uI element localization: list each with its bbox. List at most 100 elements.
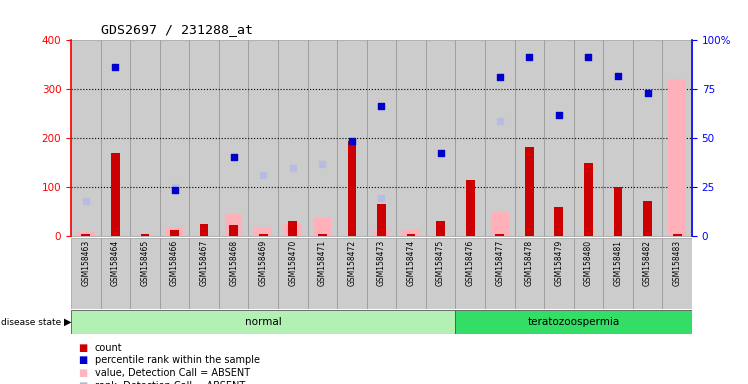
Bar	[515, 40, 544, 236]
Bar	[436, 222, 445, 236]
Bar	[254, 227, 272, 236]
Bar	[101, 40, 130, 236]
Point	[375, 195, 387, 201]
Bar	[407, 234, 415, 236]
Bar	[307, 238, 337, 309]
Bar	[515, 238, 544, 309]
Bar	[278, 238, 307, 309]
Text: GSM158480: GSM158480	[584, 240, 593, 286]
Text: GSM158468: GSM158468	[229, 240, 238, 286]
Bar	[225, 214, 242, 236]
Bar	[544, 238, 574, 309]
Bar	[318, 234, 327, 236]
Text: GSM158478: GSM158478	[525, 240, 534, 286]
Bar	[160, 40, 189, 236]
Bar	[248, 238, 278, 309]
Bar	[219, 40, 248, 236]
Bar	[71, 238, 101, 309]
Text: GSM158476: GSM158476	[466, 240, 475, 286]
Bar	[160, 238, 189, 309]
Bar	[377, 204, 386, 236]
Bar	[189, 40, 219, 236]
Bar	[544, 40, 574, 236]
Bar	[248, 40, 278, 236]
Bar	[672, 234, 681, 236]
Text: GSM158466: GSM158466	[170, 240, 179, 286]
Bar	[259, 234, 268, 236]
Bar	[456, 310, 692, 334]
Bar	[402, 230, 420, 236]
Bar	[307, 40, 337, 236]
Bar	[396, 238, 426, 309]
Point	[494, 74, 506, 80]
Text: GSM158465: GSM158465	[141, 240, 150, 286]
Bar	[82, 234, 91, 236]
Point	[227, 154, 239, 160]
Text: teratozoospermia: teratozoospermia	[527, 317, 620, 327]
Bar	[111, 153, 120, 236]
Bar	[71, 310, 456, 334]
Point	[257, 172, 269, 178]
Bar	[348, 141, 356, 236]
Bar	[456, 40, 485, 236]
Bar	[603, 40, 633, 236]
Bar	[373, 230, 390, 236]
Text: ■: ■	[79, 355, 88, 365]
Bar	[71, 40, 101, 236]
Text: percentile rank within the sample: percentile rank within the sample	[95, 355, 260, 365]
Text: GSM158479: GSM158479	[554, 240, 563, 286]
Point	[612, 73, 624, 79]
Bar	[367, 40, 396, 236]
Text: GSM158474: GSM158474	[407, 240, 416, 286]
Bar	[278, 40, 307, 236]
Bar	[219, 238, 248, 309]
Bar	[166, 227, 183, 236]
Bar	[456, 238, 485, 309]
Bar	[668, 78, 686, 236]
Bar	[495, 234, 504, 236]
Bar	[554, 207, 563, 236]
Point	[80, 198, 92, 204]
Text: GSM158469: GSM158469	[259, 240, 268, 286]
Text: GSM158482: GSM158482	[643, 240, 652, 286]
Bar	[466, 180, 474, 236]
Text: GSM158467: GSM158467	[200, 240, 209, 286]
Point	[375, 103, 387, 109]
Bar	[77, 232, 95, 236]
Text: normal: normal	[245, 317, 281, 327]
Bar	[485, 238, 515, 309]
Text: ■: ■	[79, 368, 88, 378]
Text: count: count	[95, 343, 123, 353]
Bar	[525, 147, 533, 236]
Bar	[584, 163, 593, 236]
Point	[435, 150, 447, 156]
Bar	[200, 224, 209, 236]
Text: GSM158472: GSM158472	[347, 240, 356, 286]
Text: disease state: disease state	[1, 318, 62, 327]
Bar	[643, 201, 652, 236]
Point	[168, 187, 180, 193]
Text: GSM158481: GSM158481	[613, 240, 622, 286]
Point	[524, 55, 536, 61]
Bar	[130, 40, 160, 236]
Bar	[230, 225, 238, 236]
Point	[494, 118, 506, 124]
Point	[286, 164, 298, 170]
Text: value, Detection Call = ABSENT: value, Detection Call = ABSENT	[95, 368, 250, 378]
Bar	[337, 40, 367, 236]
Text: GSM158470: GSM158470	[288, 240, 297, 286]
Point	[583, 55, 595, 61]
Bar	[574, 238, 603, 309]
Bar	[633, 40, 662, 236]
Bar	[284, 224, 301, 236]
Bar	[101, 238, 130, 309]
Point	[553, 112, 565, 118]
Bar	[613, 187, 622, 236]
Bar	[633, 238, 662, 309]
Point	[109, 64, 121, 70]
Bar	[337, 238, 367, 309]
Point	[642, 89, 654, 96]
Bar	[491, 211, 509, 236]
Bar	[662, 238, 692, 309]
Bar	[170, 230, 179, 236]
